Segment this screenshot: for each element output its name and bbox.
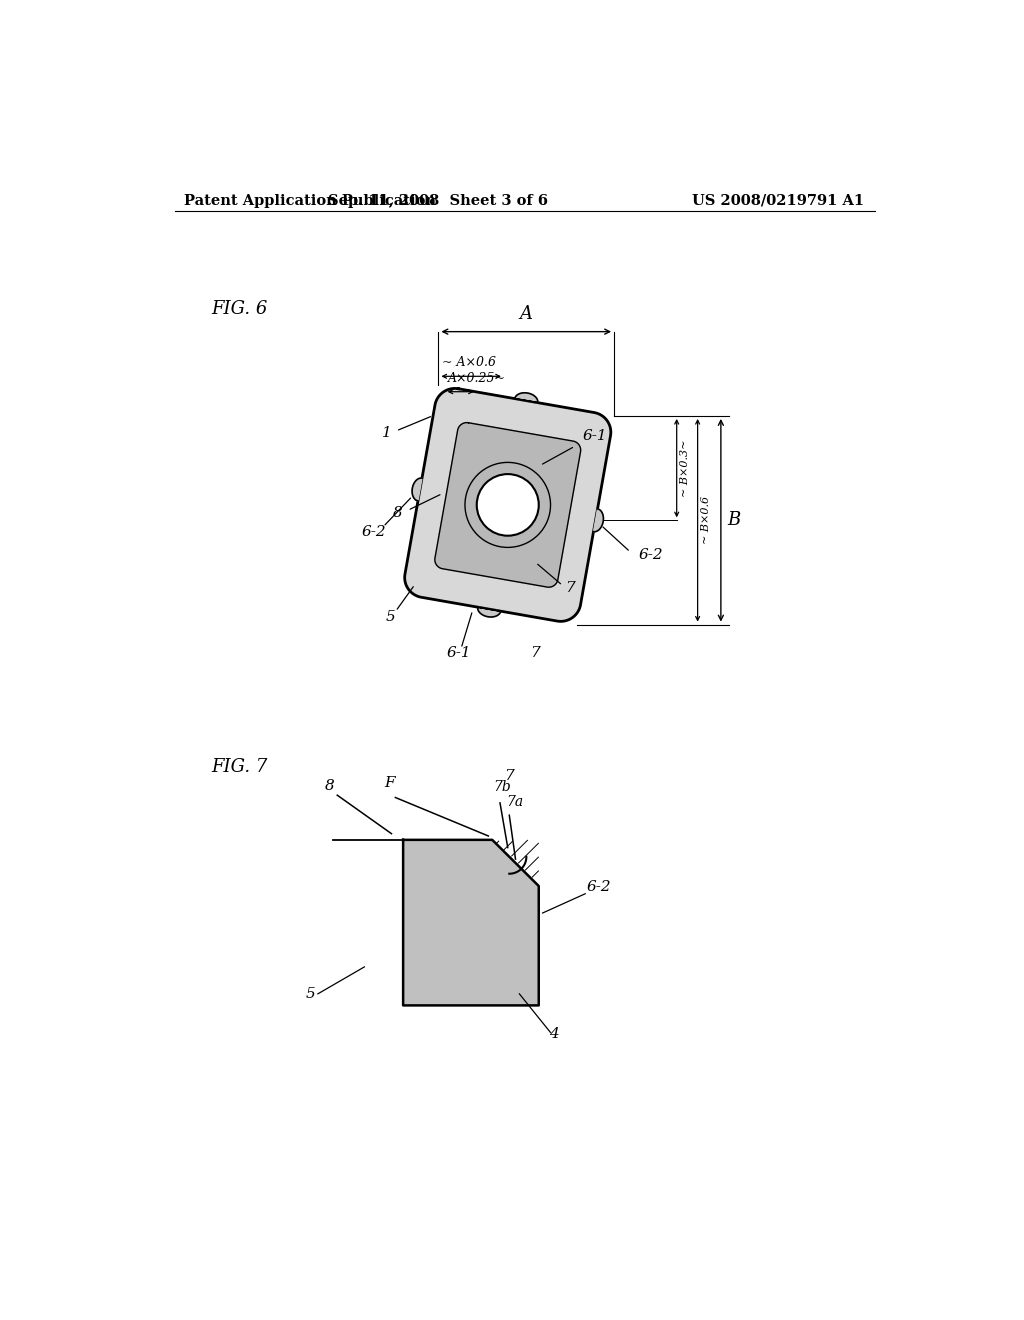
Text: 5: 5: [385, 610, 395, 623]
Text: Sep. 11, 2008  Sheet 3 of 6: Sep. 11, 2008 Sheet 3 of 6: [328, 194, 548, 207]
Text: 8: 8: [392, 506, 402, 520]
Text: 4: 4: [549, 1027, 559, 1040]
Text: US 2008/0219791 A1: US 2008/0219791 A1: [692, 194, 864, 207]
Circle shape: [477, 474, 539, 536]
Text: 6-1: 6-1: [446, 647, 471, 660]
Polygon shape: [478, 607, 501, 616]
Text: 6-2: 6-2: [361, 525, 386, 539]
Text: 6-2: 6-2: [638, 548, 663, 562]
Text: FIG. 7: FIG. 7: [212, 758, 268, 776]
Text: B: B: [727, 511, 740, 529]
Text: 1: 1: [382, 426, 391, 440]
Text: 6-1: 6-1: [583, 429, 607, 444]
Text: 7: 7: [529, 647, 540, 660]
Polygon shape: [594, 510, 603, 532]
Polygon shape: [403, 840, 539, 1006]
Text: 7: 7: [505, 768, 514, 783]
Polygon shape: [412, 478, 422, 500]
Text: A×0.25~: A×0.25~: [447, 372, 506, 385]
Polygon shape: [404, 388, 611, 622]
Text: 7b: 7b: [494, 780, 512, 795]
Text: 7: 7: [565, 581, 574, 595]
Text: 7a: 7a: [506, 795, 523, 809]
Text: FIG. 6: FIG. 6: [212, 300, 268, 318]
Text: ~ A×0.6: ~ A×0.6: [442, 356, 497, 370]
Polygon shape: [435, 422, 581, 587]
Text: F: F: [384, 776, 394, 791]
Text: A: A: [520, 305, 532, 323]
Text: 8: 8: [325, 779, 335, 793]
Text: Patent Application Publication: Patent Application Publication: [183, 194, 436, 207]
Text: ~ B×0.3~: ~ B×0.3~: [680, 440, 690, 496]
Text: ~ B×0.6: ~ B×0.6: [700, 496, 711, 544]
Text: 5: 5: [305, 987, 315, 1001]
Text: 6-2: 6-2: [587, 879, 611, 894]
Polygon shape: [515, 393, 538, 403]
